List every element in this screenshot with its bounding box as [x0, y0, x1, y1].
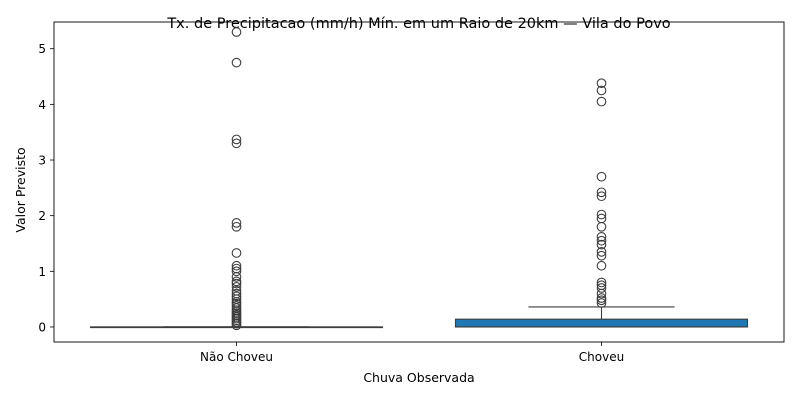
outlier-point: [596, 277, 607, 288]
y-tick-label: 3: [38, 154, 46, 168]
outlier-point: [596, 283, 607, 293]
outlier-point: [596, 221, 607, 232]
outlier-point: [596, 260, 607, 271]
outlier-point: [231, 320, 242, 331]
x-axis: Não Choveu Choveu: [200, 342, 624, 364]
outlier-point: [231, 248, 242, 258]
outlier-point: [596, 191, 607, 202]
box: [454, 318, 749, 328]
y-tick-label: 4: [38, 98, 46, 112]
outlier-point: [596, 171, 607, 182]
plot-area: [89, 27, 749, 331]
outlier-point: [596, 209, 607, 220]
y-tick-label: 5: [38, 42, 46, 56]
outlier-point: [231, 260, 242, 271]
outlier-point: [596, 187, 607, 198]
outlier-point: [596, 239, 607, 250]
y-axis: 0 1 2 3 4 5: [38, 42, 54, 334]
outlier-point: [231, 27, 242, 37]
outlier-point: [596, 298, 607, 308]
outlier-point: [231, 266, 242, 277]
outlier-point: [231, 138, 242, 149]
chart-title: Tx. de Precipitacao (mm/h) Mín. em um Ra…: [166, 16, 670, 32]
outlier-point: [231, 272, 242, 282]
outlier-point: [596, 288, 607, 299]
outlier-point: [596, 78, 607, 89]
box-group: [89, 27, 384, 331]
x-tick-label: Choveu: [579, 350, 624, 364]
outlier-point: [596, 250, 607, 261]
outlier-point: [231, 221, 242, 232]
outlier-point: [231, 282, 242, 292]
y-tick-label: 1: [38, 265, 46, 279]
y-axis-label: Valor Previsto: [13, 147, 28, 232]
outlier-point: [231, 134, 242, 145]
outlier-point: [596, 96, 607, 107]
outlier-point: [596, 85, 607, 96]
outlier-point: [231, 291, 242, 302]
outlier-point: [231, 278, 242, 289]
x-tick-label: Não Choveu: [200, 350, 273, 364]
outlier-point: [231, 218, 242, 228]
outlier-point: [596, 295, 607, 306]
outlier-point: [596, 235, 607, 246]
box-group: [454, 78, 749, 328]
y-tick-label: 2: [38, 209, 46, 223]
outlier-point: [596, 246, 607, 257]
y-tick-label: 0: [38, 320, 46, 334]
x-axis-label: Chuva Observada: [363, 370, 474, 385]
outlier-point: [231, 57, 242, 68]
plot-frame: [53, 21, 785, 343]
outlier-point: [596, 231, 607, 242]
